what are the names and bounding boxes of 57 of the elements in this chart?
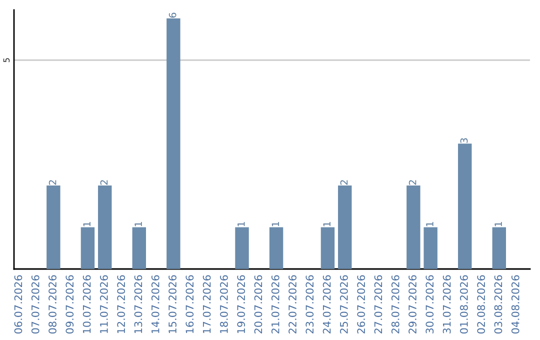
bar [166,18,180,269]
bar [492,227,506,269]
x-tick-label: 29.07.2026 [408,275,416,334]
data-label: 3 [460,138,468,143]
data-label: 6 [168,12,176,18]
data-label: 1 [238,222,245,226]
x-tick-label: 25.07.2026 [340,275,348,334]
x-tick-label: 28.07.2026 [391,275,400,334]
x-tick-label: 21.07.2026 [271,275,280,334]
x-tick-label: 07.07.2026 [31,275,40,334]
bar [80,227,95,269]
data-label: 2 [408,180,416,185]
data-label: 1 [272,222,279,226]
x-tick-label: 23.07.2026 [306,275,314,334]
x-tick-label: 24.07.2026 [322,275,331,334]
x-tick-label: 17.07.2026 [202,275,211,334]
data-label: 1 [83,222,90,226]
bar [46,185,60,269]
y-tick-label: 5 [3,58,10,62]
x-tick-label: 13.07.2026 [134,275,142,334]
x-tick-label: 15.07.2026 [168,275,176,334]
x-tick-label: 06.07.2026 [14,275,22,334]
x-tick-label: 10.07.2026 [82,275,91,334]
x-tick-label: 20.07.2026 [254,275,262,334]
bar [424,227,438,269]
bar [406,185,420,269]
bar [235,227,249,269]
bar [98,185,112,269]
x-tick-label: 12.07.2026 [117,275,126,334]
x-tick-label: 30.07.2026 [426,275,434,334]
x-tick-label: 19.07.2026 [237,275,246,334]
x-tick-label: 08.07.2026 [48,275,56,334]
data-label: 1 [134,222,142,226]
x-tick-label: 26.07.2026 [357,275,366,334]
x-tick-label: 31.07.2026 [442,275,451,334]
x-tick-label: 11.07.2026 [100,275,108,334]
data-label: 1 [494,222,502,226]
x-tick-label: 02.08.2026 [477,275,486,334]
x-tick-label: 03.08.2026 [494,275,502,334]
data-label: 2 [100,180,108,185]
data-label: 2 [340,180,348,185]
bar [132,227,146,269]
bar [320,227,335,269]
x-tick-label: 01.08.2026 [460,275,468,334]
x-tick-label: 14.07.2026 [151,275,160,334]
bar [269,227,284,269]
x-tick-label: 18.07.2026 [220,275,228,334]
data-label: 2 [48,180,56,185]
x-tick-label: 27.07.2026 [374,275,382,334]
x-tick-label: 09.07.2026 [66,275,74,334]
bar [458,144,472,269]
x-tick-label: 16.07.2026 [186,275,194,334]
x-tick-label: 04.08.2026 [511,275,520,334]
data-label: 1 [323,222,330,226]
x-tick-label: 22.07.2026 [288,275,296,334]
bar [338,185,352,269]
data-label: 1 [426,222,434,226]
